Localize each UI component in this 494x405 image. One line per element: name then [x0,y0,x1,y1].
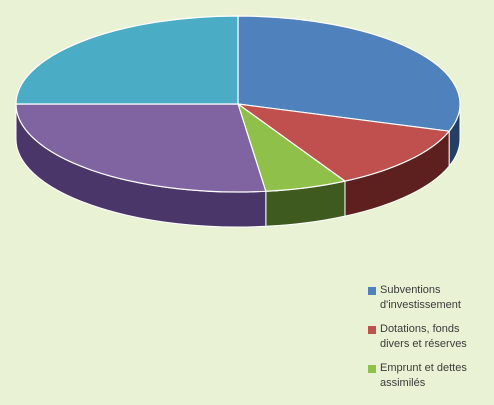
legend: Subventions d'investissement Dotations, … [368,283,494,400]
legend-label-subventions: Subventions d'investissement [380,283,461,313]
legend-swatch-dotations [368,326,376,334]
legend-item-subventions: Subventions d'investissement [368,283,494,313]
legend-label-line: d'investissement [380,299,461,311]
legend-label-dotations: Dotations, fonds divers et réserves [380,322,467,352]
legend-item-dotations: Dotations, fonds divers et réserves [368,322,494,352]
legend-swatch-emprunt [368,365,376,373]
legend-label-line: assimilés [380,377,426,389]
legend-label-line: Subventions [380,284,441,296]
legend-label-line: divers et réserves [380,338,467,350]
legend-label-line: Emprunt et dettes [380,362,467,374]
pie-sides [15,103,461,228]
pie-slice-dotations-fonds-divers-et-r-serves [237,103,451,182]
legend-label-line: Dotations, fonds [380,323,460,335]
legend-swatch-subventions [368,287,376,295]
pie-slice-slice-4 [15,103,267,193]
legend-label-emprunt: Emprunt et dettes assimilés [380,361,467,391]
pie-slice-subventions-d-investissement [237,15,461,132]
pie-top [15,15,461,193]
legend-item-emprunt: Emprunt et dettes assimilés [368,361,494,391]
pie-slice-slice-5 [15,15,239,105]
